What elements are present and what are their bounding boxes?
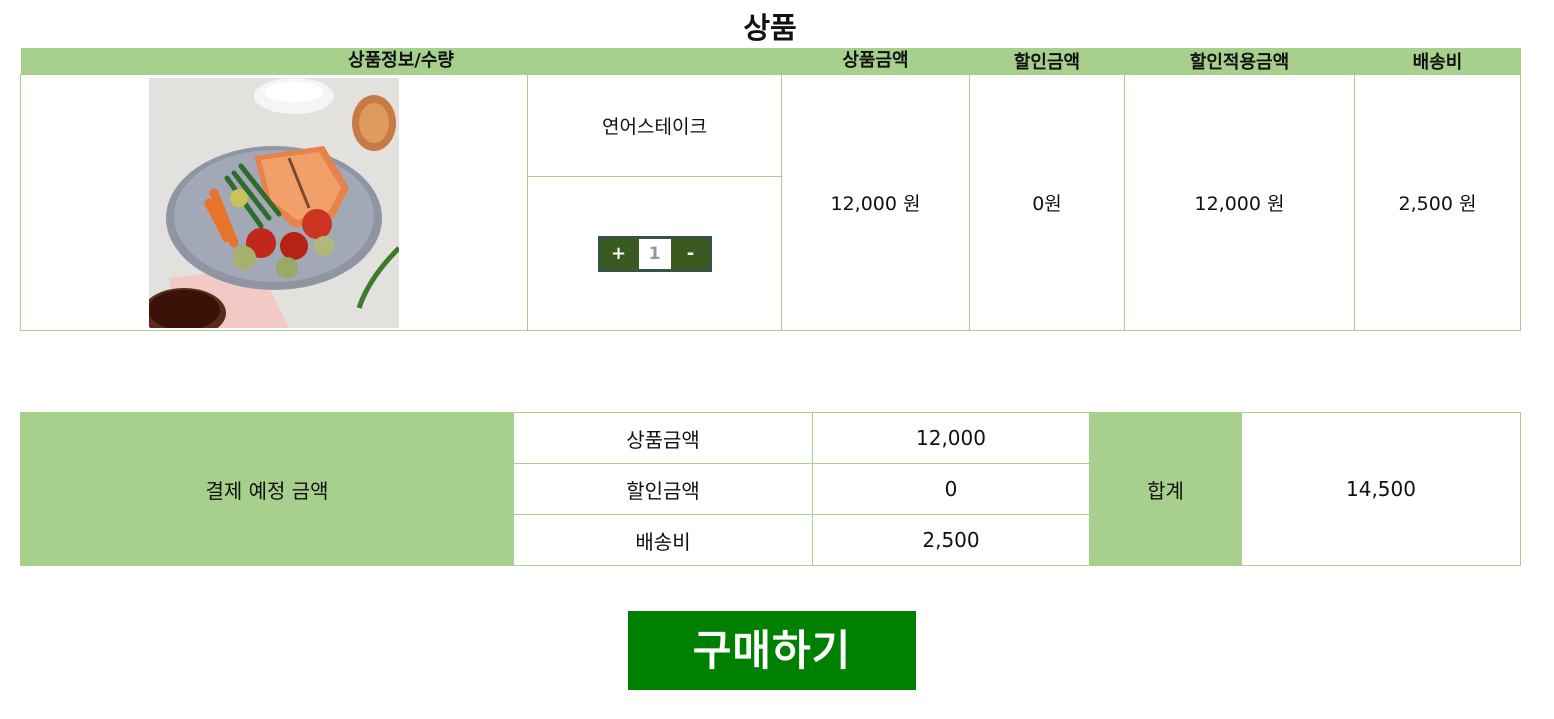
item-discount: 0원 <box>969 74 1125 331</box>
cart-item-qty-row: + 1 - <box>21 176 1521 331</box>
quantity-cell: + 1 - <box>527 176 782 331</box>
header-discount: 할인금액 <box>969 48 1125 75</box>
header-product-info-label: 상품정보/수량 <box>348 50 454 71</box>
item-shipping: 2,500 원 <box>1354 74 1521 331</box>
summary-total-label: 합계 <box>1089 412 1242 566</box>
header-price: 상품금액 <box>842 50 909 71</box>
summary-row-shipping: 배송비 2,500 <box>21 514 1521 566</box>
summary-discount-label: 할인금액 <box>513 463 813 515</box>
header-shipping: 배송비 <box>1354 48 1521 75</box>
summary-price-value: 12,000 <box>812 412 1090 464</box>
page-title: 상품 <box>743 11 797 45</box>
summary-total-value: 14,500 <box>1241 412 1521 566</box>
summary-shipping-label: 배송비 <box>513 514 813 566</box>
quantity-stepper: + 1 - <box>597 235 712 272</box>
summary-row-discount: 할인금액 0 <box>21 463 1521 515</box>
summary-label: 결제 예정 금액 <box>20 412 514 566</box>
payment-summary-table: 결제 예정 금액 상품금액 12,000 합계 14,500 할인금액 0 배송… <box>20 412 1521 566</box>
summary-shipping-value: 2,500 <box>812 514 1090 566</box>
summary-row-price: 결제 예정 금액 상품금액 12,000 합계 14,500 <box>20 412 1521 566</box>
header-discounted-price: 할인적용금액 <box>1124 48 1355 75</box>
summary-discount-value: 0 <box>812 463 1090 515</box>
cart-table: 상품정보/수량 상품금액 할인금액 할인적용금액 배송비 <box>20 48 1521 331</box>
item-discounted-price: 12,000 원 <box>1124 74 1355 331</box>
quantity-minus-button[interactable]: - <box>686 242 695 264</box>
salmon-steak-photo[interactable] <box>149 77 399 328</box>
quantity-value[interactable]: 1 <box>638 238 671 269</box>
quantity-plus-button[interactable]: + <box>610 242 627 264</box>
product-name-cell: 연어스테이크 <box>527 73 782 178</box>
cart-item-row: 연어스테이크 12,000 원 0원 12,000 원 2,500 원 <box>20 73 1521 331</box>
buy-button[interactable]: 구매하기 <box>628 611 916 690</box>
product-name[interactable]: 연어스테이크 <box>602 116 707 139</box>
cart-header-row: 상품정보/수량 상품금액 할인금액 할인적용금액 배송비 <box>20 48 1521 75</box>
summary-price-label: 상품금액 <box>513 412 813 464</box>
product-image-cell <box>20 74 528 331</box>
header-product-info: 상품정보/수량 상품금액 <box>20 48 970 75</box>
item-price: 12,000 원 <box>781 74 970 331</box>
